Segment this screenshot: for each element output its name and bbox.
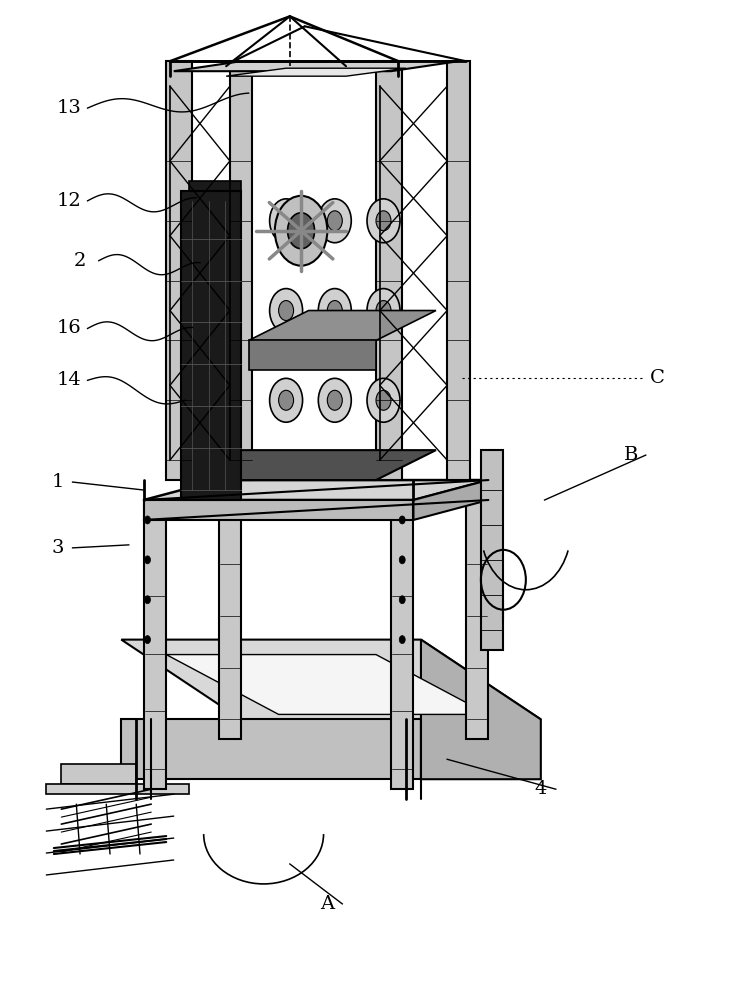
Polygon shape: [144, 500, 414, 520]
Circle shape: [376, 301, 391, 320]
Polygon shape: [466, 480, 488, 739]
Text: 4: 4: [535, 780, 547, 798]
Polygon shape: [47, 784, 189, 794]
Circle shape: [399, 556, 405, 564]
Circle shape: [318, 199, 351, 243]
Circle shape: [270, 378, 302, 422]
Polygon shape: [391, 500, 414, 789]
Circle shape: [399, 596, 405, 604]
Circle shape: [367, 289, 400, 332]
Polygon shape: [166, 655, 488, 714]
Polygon shape: [189, 271, 241, 350]
Polygon shape: [181, 191, 241, 500]
Circle shape: [278, 301, 293, 320]
Circle shape: [367, 378, 400, 422]
Polygon shape: [226, 68, 406, 76]
Circle shape: [144, 556, 150, 564]
Circle shape: [144, 636, 150, 644]
Polygon shape: [144, 480, 488, 500]
Text: B: B: [623, 446, 638, 464]
Polygon shape: [230, 61, 253, 480]
Circle shape: [270, 289, 302, 332]
Polygon shape: [121, 640, 541, 719]
Polygon shape: [189, 360, 241, 440]
Circle shape: [399, 636, 405, 644]
Text: 13: 13: [56, 99, 81, 117]
Text: A: A: [320, 895, 335, 913]
Polygon shape: [249, 340, 376, 370]
Circle shape: [367, 199, 400, 243]
Circle shape: [327, 301, 342, 320]
Polygon shape: [121, 719, 421, 779]
Polygon shape: [414, 480, 488, 520]
Circle shape: [376, 211, 391, 231]
Circle shape: [318, 378, 351, 422]
Text: 16: 16: [56, 319, 81, 337]
Text: 1: 1: [51, 473, 64, 491]
Circle shape: [287, 213, 314, 249]
Polygon shape: [181, 450, 436, 480]
Polygon shape: [166, 61, 193, 480]
Polygon shape: [249, 311, 436, 340]
Circle shape: [376, 390, 391, 410]
Text: 3: 3: [51, 539, 64, 557]
Circle shape: [327, 390, 342, 410]
Text: 2: 2: [74, 252, 86, 270]
Polygon shape: [421, 640, 541, 779]
Circle shape: [144, 596, 150, 604]
Circle shape: [274, 196, 327, 266]
Circle shape: [144, 516, 150, 524]
Polygon shape: [447, 61, 470, 480]
Polygon shape: [62, 764, 136, 784]
Circle shape: [318, 289, 351, 332]
Polygon shape: [174, 61, 459, 71]
Polygon shape: [189, 181, 241, 261]
Text: C: C: [650, 369, 665, 387]
Polygon shape: [144, 500, 166, 789]
Polygon shape: [376, 61, 402, 480]
Circle shape: [270, 199, 302, 243]
Circle shape: [399, 516, 405, 524]
Text: 14: 14: [56, 371, 81, 389]
Polygon shape: [219, 480, 241, 739]
Circle shape: [327, 211, 342, 231]
Circle shape: [278, 390, 293, 410]
Polygon shape: [481, 450, 503, 650]
Circle shape: [278, 211, 293, 231]
Text: 12: 12: [56, 192, 81, 210]
